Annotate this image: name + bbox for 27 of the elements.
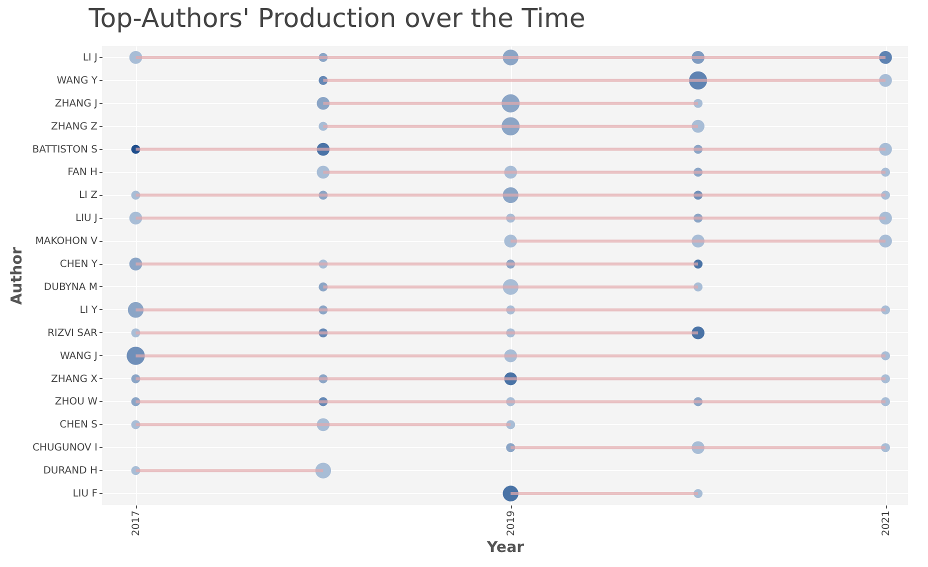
x-axis-title: Year xyxy=(486,538,525,556)
y-tick-label: ZHANG X xyxy=(51,374,98,385)
y-tick-label: DUBYNA M xyxy=(44,282,98,293)
x-tick-label: 2021 xyxy=(881,510,892,536)
y-tick-label: ZHANG Z xyxy=(51,121,98,132)
y-tick-label: WANG J xyxy=(60,350,98,362)
y-axis-title: Author xyxy=(7,246,26,305)
y-tick-label: DURAND H xyxy=(43,466,98,477)
y-tick-label: ZHANG J xyxy=(54,98,98,110)
y-tick-label: BATTISTON S xyxy=(32,144,98,156)
y-tick-label: LIU F xyxy=(72,488,98,500)
y-tick-label: RIZVI SAR xyxy=(47,328,98,339)
x-tick-label: 2017 xyxy=(131,510,142,536)
y-tick-label: CHUGUNOV I xyxy=(32,442,98,454)
y-tick-label: LI Y xyxy=(80,304,98,316)
x-tick-label: 2019 xyxy=(506,510,518,536)
y-tick-label: LI Z xyxy=(78,190,98,202)
y-tick-label: FAN H xyxy=(68,167,98,178)
y-tick-label: MAKOHON V xyxy=(35,236,98,248)
y-tick-label: ZHOU W xyxy=(54,396,98,408)
chart-title: Top-Authors' Production over the Time xyxy=(88,4,586,34)
y-tick-label: CHEN S xyxy=(60,420,98,431)
y-tick-label: WANG Y xyxy=(56,75,98,86)
y-tick-label: LIU J xyxy=(76,213,98,224)
bar xyxy=(510,240,886,243)
y-tick-label: LI J xyxy=(82,52,98,64)
y-tick-label: CHEN Y xyxy=(60,259,98,270)
